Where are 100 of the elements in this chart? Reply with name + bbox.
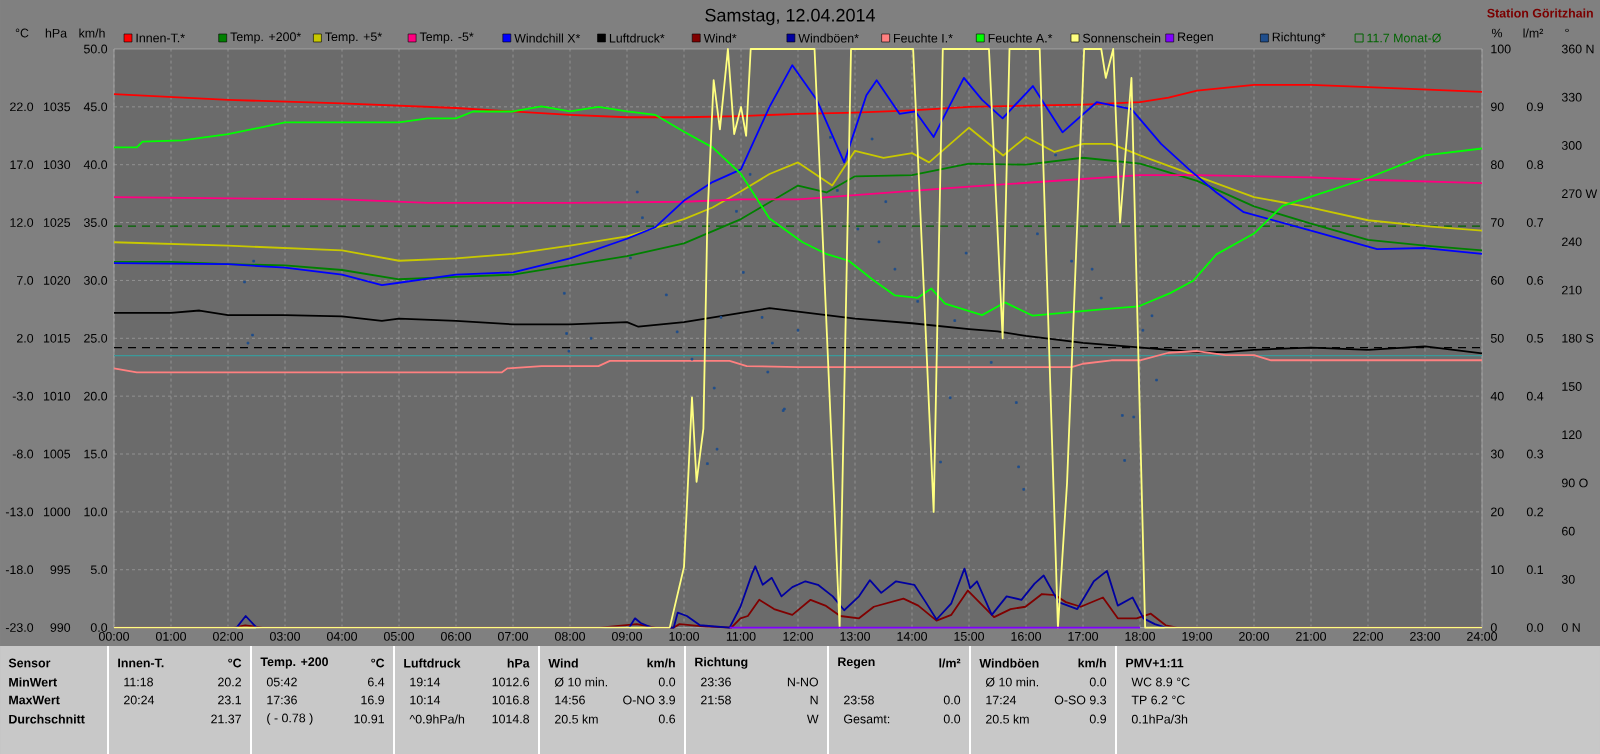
y3-tick-label: 90 O <box>1562 478 1588 488</box>
text: 05:42 <box>266 677 297 687</box>
text: MinWert <box>9 677 57 687</box>
y2-tick-label: 995 <box>50 565 71 575</box>
text: Regen <box>838 657 875 669</box>
y2-tick-label: 0.7 <box>1526 218 1544 227</box>
text: Richtung <box>695 657 748 669</box>
legend-label: Feuchte I.* <box>894 33 953 43</box>
text: km/h <box>647 658 675 668</box>
text: hPa <box>507 658 530 668</box>
y3-tick-label: 45.0 <box>83 102 108 112</box>
y3-tick-label: 20.0 <box>84 391 108 401</box>
text: 1014.8 <box>492 714 530 724</box>
y3-tick-label: 25.0 <box>84 333 108 343</box>
text: Ø 10 min. <box>985 677 1039 687</box>
text: 16.9 <box>361 695 385 705</box>
y-axis-title: % <box>1491 28 1503 38</box>
text: °C <box>371 658 385 668</box>
x-tick-label: 04:00 <box>326 631 358 641</box>
x-tick-label: 22:00 <box>1353 631 1384 641</box>
y2-tick-label: 0.8 <box>1526 160 1544 170</box>
text: 23:58 <box>844 695 874 705</box>
y3-tick-label: 30 <box>1561 574 1575 584</box>
text: 23.1 <box>218 695 241 705</box>
x-tick-label: 12:00 <box>783 631 814 641</box>
text: Luftdruck <box>404 658 461 668</box>
y2-tick-label: 1030 <box>43 160 71 170</box>
y3-tick-label: 240 <box>1562 237 1582 247</box>
y-tick-label: -23.0 <box>5 623 34 632</box>
y-tick-label: 22.0 <box>10 102 34 112</box>
text: 0.1hPa/3h <box>1131 714 1188 724</box>
y-tick-label: 17.0 <box>10 160 34 170</box>
x-tick-label: 06:00 <box>440 631 472 641</box>
text: 1016.8 <box>492 695 530 705</box>
y-tick-label: -13.0 <box>5 507 34 517</box>
y-tick-label: 100 <box>1491 44 1511 54</box>
y2-tick-label: 1035 <box>43 102 71 112</box>
y-axis-title: °C <box>15 28 29 38</box>
y2-tick-label: 990 <box>50 623 71 632</box>
y-tick-label: 60 <box>1491 276 1504 285</box>
text: 10.91 <box>354 714 384 724</box>
y3-tick-label: 180 S <box>1562 333 1594 343</box>
y-tick-label: -8.0 <box>12 449 34 459</box>
y2-tick-label: 1020 <box>43 276 71 285</box>
y2-tick-label: 1000 <box>43 507 71 517</box>
text: Wind <box>548 658 578 668</box>
y-tick-label: 2.0 <box>17 333 34 343</box>
legend-label: Temp. +5* <box>325 32 382 44</box>
legend-label: Richtung* <box>1272 32 1326 44</box>
text: 14:56 <box>555 695 585 705</box>
text: 0.6 <box>658 714 676 724</box>
y-tick-label: 0 <box>1490 623 1497 632</box>
y2-tick-label: 0.2 <box>1526 507 1544 517</box>
text: TP 6.2 °C <box>1131 695 1185 705</box>
x-tick-label: 21:00 <box>1296 631 1327 641</box>
text: O-SO 9.3 <box>1054 695 1107 705</box>
y3-tick-label: 210 <box>1562 285 1582 295</box>
text: 20.2 <box>218 677 241 687</box>
text: 17:24 <box>986 695 1017 705</box>
y-tick-label: 70 <box>1491 218 1504 227</box>
y3-tick-label: 0.0 <box>90 623 108 632</box>
y-tick-label: 7.0 <box>17 276 34 285</box>
y-tick-label: -3.0 <box>12 391 34 401</box>
text: 21:58 <box>701 695 731 705</box>
text: 19:14 <box>410 677 441 687</box>
y3-axis-title: ° <box>1565 28 1569 33</box>
x-tick-label: 24:00 <box>1467 631 1498 641</box>
y2-tick-label: 0.4 <box>1526 391 1544 401</box>
x-tick-label: 09:00 <box>611 631 643 641</box>
y-tick-label: 40 <box>1490 391 1504 401</box>
y-tick-label: 10 <box>1491 565 1504 575</box>
x-tick-label: 18:00 <box>1125 631 1156 641</box>
text: 20:24 <box>124 695 155 705</box>
text: WC 8.9 °C <box>1131 677 1190 687</box>
legend-label: 11.7 Monat-Ø <box>1367 33 1441 43</box>
text: 1012.6 <box>492 677 530 687</box>
y3-tick-label: 330 <box>1561 92 1582 102</box>
legend-label: Regen <box>1178 32 1213 44</box>
text: 10:14 <box>410 695 441 705</box>
text: 0.0 <box>658 677 676 687</box>
text: O-NO 3.9 <box>623 695 676 705</box>
y3-tick-label: 60 <box>1562 526 1575 536</box>
y3-tick-label: 50.0 <box>83 44 108 54</box>
text: 0.9 <box>1089 714 1107 724</box>
y-tick-label: 80 <box>1490 160 1504 170</box>
legend-label: Temp. +200* <box>230 32 302 44</box>
text: ^0.9hPa/h <box>409 714 465 724</box>
text: km/h <box>1078 658 1106 668</box>
text: Station Göritzhain <box>1487 8 1593 18</box>
y2-tick-label: 0.1 <box>1526 565 1544 575</box>
y2-tick-label: 1005 <box>43 449 71 459</box>
text: N <box>810 695 818 705</box>
legend-label: Windchill X* <box>514 33 581 43</box>
y3-tick-label: 120 <box>1562 430 1582 440</box>
text: Windböen <box>979 658 1039 668</box>
text: Ø 10 min. <box>554 677 608 687</box>
y2-tick-label: 0.3 <box>1526 449 1544 459</box>
text: 0.0 <box>943 695 961 705</box>
y-tick-label: 12.0 <box>10 218 34 227</box>
chart-title: Samstag, 12.04.2014 <box>705 8 875 26</box>
